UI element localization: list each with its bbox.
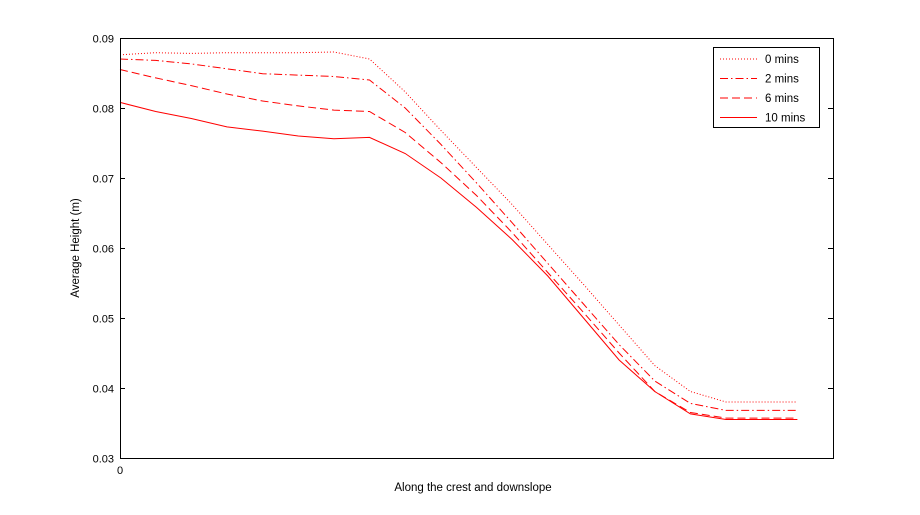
x-tick-label: 0 bbox=[117, 465, 123, 477]
legend: 0 mins 2 mins 6 mins 10 mins bbox=[713, 47, 820, 128]
y-tick-label: 0.07 bbox=[93, 174, 114, 186]
legend-label-4: 10 mins bbox=[765, 113, 806, 125]
y-tick-label: 0.03 bbox=[93, 454, 114, 466]
legend-box bbox=[713, 47, 820, 128]
y-tick-label: 0.09 bbox=[93, 34, 114, 46]
y-tick-label: 0.05 bbox=[93, 314, 114, 326]
series-line-4 bbox=[119, 101, 798, 420]
series-line-2 bbox=[119, 58, 798, 411]
legend-label-3: 6 mins bbox=[765, 93, 799, 105]
y-tick-label: 0.08 bbox=[93, 104, 114, 116]
ticks-layer: 0.03 0.04 0.05 0.06 0.07 0.08 0.09 0 bbox=[93, 34, 833, 477]
y-tick-label: 0.04 bbox=[93, 384, 114, 396]
series-layer bbox=[119, 51, 798, 420]
legend-label-2: 2 mins bbox=[765, 74, 799, 86]
series-line-3 bbox=[119, 69, 798, 419]
series-line-1 bbox=[119, 51, 798, 403]
y-axis-label: Average Height (m) bbox=[70, 198, 82, 298]
x-axis-label: Along the crest and downslope bbox=[394, 482, 551, 494]
y-tick-label: 0.06 bbox=[93, 244, 114, 256]
legend-label-1: 0 mins bbox=[765, 54, 799, 66]
